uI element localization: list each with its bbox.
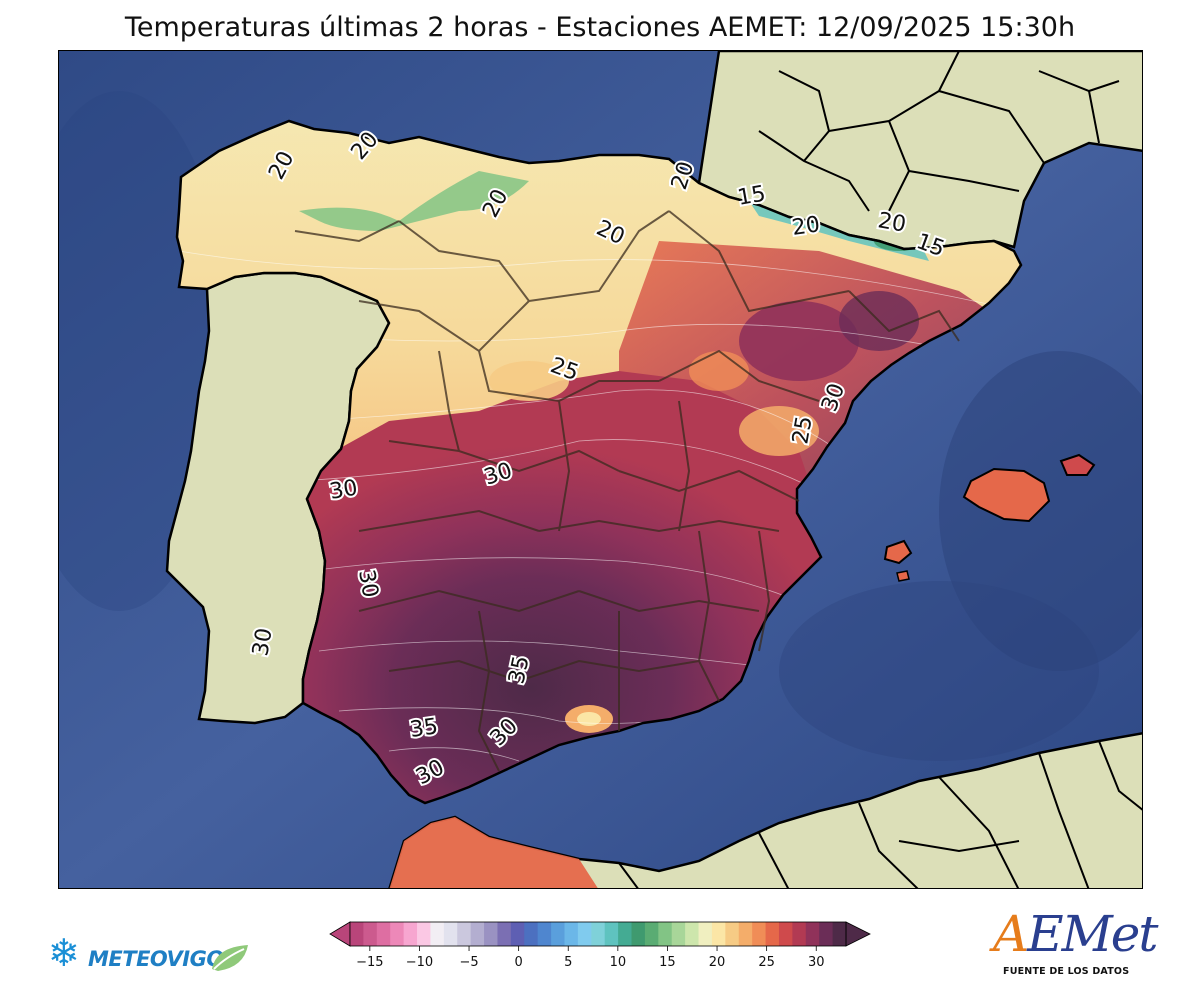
colorbar-segment: [658, 922, 673, 946]
colorbar-tick-label: 30: [808, 955, 825, 970]
map-canvas: 20 20 20 20 20 15 20 20 15 25 30 25 30 3…: [59, 51, 1142, 888]
colorbar-segment: [537, 922, 552, 946]
colorbar-segment: [564, 922, 579, 946]
spain-coastline: [175, 119, 1023, 805]
colorbar-segments: [329, 921, 871, 947]
colorbar-segment: [551, 922, 565, 946]
colorbar-segment: [792, 922, 807, 946]
temperature-map[interactable]: 20 20 20 20 20 15 20 20 15 25 30 25 30 3…: [58, 50, 1143, 889]
colorbar-segment: [591, 922, 606, 946]
spain-regional-borders: [294, 210, 960, 772]
aemet-rest: EMet: [1027, 905, 1158, 963]
contour-label: 20: [876, 208, 908, 237]
colorbar-segment: [350, 922, 364, 946]
colorbar-segment: [417, 922, 431, 946]
map-title: Temperaturas últimas 2 horas - Estacione…: [124, 12, 1076, 43]
contour-label: 30: [353, 568, 382, 600]
colorbar-ticks: −15 −10 −5 0 5 10 15 20 25 30: [356, 946, 825, 970]
colorbar-segment: [403, 922, 418, 946]
colorbar-segment: [778, 922, 793, 946]
colorbar-segment: [443, 922, 458, 946]
colorbar-segment: [524, 922, 539, 946]
colorbar-segment: [819, 922, 834, 946]
colorbar-tick-label: −10: [406, 955, 433, 970]
colorbar-segment: [430, 922, 445, 946]
contour-label: 30: [328, 475, 360, 504]
colorbar-under-arrow: [329, 921, 351, 947]
temperature-colorbar: −15 −10 −5 0 5 10 15 20 25 30: [328, 918, 872, 978]
colorbar-segment: [671, 922, 686, 946]
meteovigo-brand: METEOVIGO: [88, 947, 224, 971]
colorbar-segment: [738, 922, 753, 946]
colorbar-segment: [832, 922, 847, 946]
colorbar-segment: [376, 922, 391, 946]
colorbar-segment: [644, 922, 659, 946]
colorbar-tick-label: 5: [564, 955, 572, 970]
leaf-icon: [212, 945, 248, 971]
contour-label: 30: [248, 626, 277, 658]
colorbar-segment: [685, 922, 700, 946]
colorbar-segment: [390, 922, 405, 946]
colorbar-segment: [470, 922, 485, 946]
contour-label: 20: [790, 212, 821, 241]
colorbar-tick-label: 10: [610, 955, 627, 970]
colorbar-segment: [363, 922, 378, 946]
aemet-wordmark: AEMet: [993, 905, 1159, 963]
colorbar-segment: [604, 922, 619, 946]
contour-label: 35: [408, 714, 439, 743]
colorbar-outline: [349, 921, 847, 947]
snowflake-icon: ❄: [48, 931, 80, 975]
colorbar-tick-label: −5: [459, 955, 478, 970]
france-regional-borders: [758, 51, 1120, 212]
colorbar-over-arrow: [845, 921, 871, 947]
contour-label: 25: [788, 414, 817, 446]
colorbar-tick-label: 15: [659, 955, 676, 970]
colorbar-segment: [577, 922, 592, 946]
colorbar-tick-label: 25: [758, 955, 775, 970]
colorbar-segment: [510, 922, 525, 946]
colorbar-segment: [805, 922, 820, 946]
mallorca: [962, 467, 1051, 523]
colorbar-segment: [631, 922, 646, 946]
colorbar-segment: [497, 922, 512, 946]
data-source-caption: FUENTE DE LOS DATOS: [1003, 966, 1130, 977]
colorbar-segment: [765, 922, 780, 946]
menorca: [1059, 453, 1096, 476]
colorbar-tick-label: 0: [514, 955, 522, 970]
formentera: [896, 570, 910, 582]
colorbar-segment: [711, 922, 726, 946]
contour-label: 15: [736, 181, 768, 210]
colorbar-segment: [752, 922, 767, 946]
colorbar-tick-label: 20: [709, 955, 726, 970]
ibiza: [883, 539, 913, 565]
aemet-initial: A: [993, 905, 1029, 963]
colorbar-segment: [457, 922, 472, 946]
colorbar-segment: [618, 922, 633, 946]
colorbar-segment: [698, 922, 713, 946]
africa-regional-borders: [618, 740, 1142, 888]
morocco-north-heat: [389, 817, 598, 888]
aemet-logo: AEMet FUENTE DE LOS DATOS: [985, 905, 1165, 985]
colorbar-segment: [725, 922, 740, 946]
colorbar-tick-label: −15: [356, 955, 383, 970]
meteovigo-logo: ❄ METEOVIGO: [48, 931, 268, 980]
colorbar-svg: −15 −10 −5 0 5 10 15 20 25 30: [329, 921, 871, 970]
colorbar-segment: [484, 922, 498, 946]
